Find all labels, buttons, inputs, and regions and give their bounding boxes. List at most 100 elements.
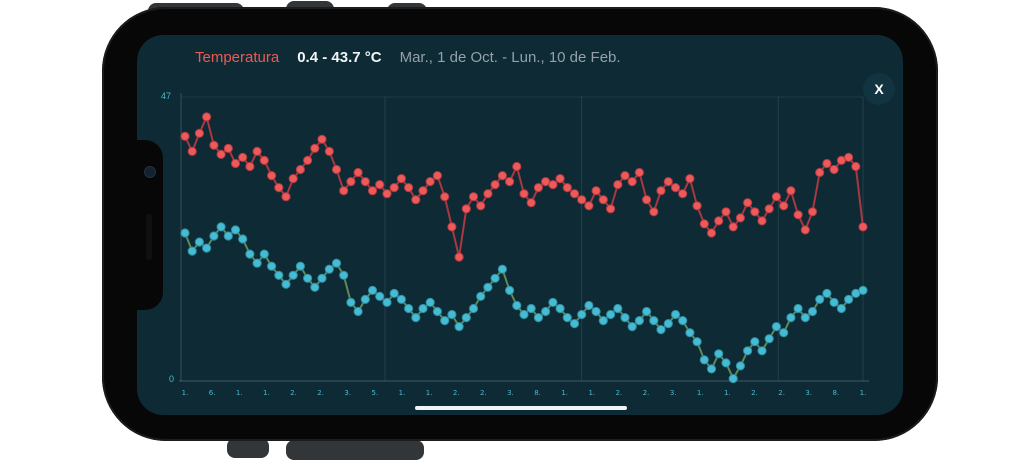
series-marker-0 <box>735 213 746 223</box>
series-marker-0 <box>274 183 284 193</box>
series-marker-1 <box>692 337 702 347</box>
series-marker-1 <box>526 303 536 314</box>
x-tick-label: 2. <box>751 389 758 397</box>
series-marker-0 <box>512 161 522 172</box>
x-tick-label: 5. <box>371 389 378 397</box>
series-marker-0 <box>425 177 435 187</box>
series-marker-0 <box>411 195 421 205</box>
camera-icon <box>144 166 156 178</box>
series-marker-0 <box>627 177 637 187</box>
series-marker-0 <box>490 180 500 190</box>
series-marker-1 <box>425 297 435 307</box>
series-marker-1 <box>468 303 479 314</box>
series-marker-1 <box>764 334 774 344</box>
series-marker-0 <box>389 183 399 193</box>
series-marker-0 <box>706 228 717 238</box>
series-marker-1 <box>815 294 825 304</box>
series-marker-0 <box>584 201 594 211</box>
x-tick-label: 1. <box>236 389 243 397</box>
series-marker-0 <box>339 186 349 196</box>
series-line-1 <box>184 225 864 380</box>
series-marker-1 <box>295 261 306 271</box>
bottom-button-small <box>227 438 269 458</box>
series-marker-1 <box>505 285 515 295</box>
x-tick-label: 8. <box>833 389 840 397</box>
series-marker-0 <box>461 204 471 214</box>
series-marker-1 <box>786 313 796 323</box>
series-marker-0 <box>353 167 363 178</box>
series-marker-1 <box>310 282 320 292</box>
series-marker-1 <box>367 285 378 295</box>
series-marker-0 <box>447 222 457 232</box>
series-marker-0 <box>721 207 731 217</box>
series-marker-1 <box>750 337 760 347</box>
chart-title: Temperatura <box>195 49 280 66</box>
series-marker-0 <box>209 140 219 150</box>
series-marker-1 <box>512 300 522 311</box>
series-marker-1 <box>288 270 298 280</box>
series-marker-0 <box>303 155 313 166</box>
series-marker-0 <box>591 186 601 196</box>
series-marker-1 <box>375 291 385 301</box>
series-marker-1 <box>209 231 219 241</box>
series-marker-1 <box>497 264 507 274</box>
x-tick-label: 1. <box>399 389 406 397</box>
series-marker-1 <box>519 309 529 320</box>
chart-area: 1. 6. 1. 1. 2. 2. 3. 5. 1. 1. 2. 2. 3. 8. 1. 1. 2. 2. 3. 1.… <box>179 91 871 407</box>
series-marker-0 <box>216 149 226 160</box>
series-marker-1 <box>606 309 616 320</box>
x-tick-label: 2. <box>290 389 297 397</box>
series-marker-1 <box>490 273 500 283</box>
series-marker-1 <box>807 306 818 317</box>
series-marker-1 <box>699 355 709 365</box>
series-marker-0 <box>771 192 782 202</box>
x-tick-label: 2. <box>453 389 460 397</box>
chart-header: Temperatura 0.4 - 43.7 °C Mar., 1 de Oct… <box>195 49 621 66</box>
series-marker-0 <box>418 186 428 196</box>
series-marker-1 <box>548 297 558 307</box>
x-tick-label: 1. <box>426 389 433 397</box>
series-marker-0 <box>533 183 543 193</box>
date-range: Mar., 1 de Oct. - Lun., 10 de Feb. <box>399 49 621 66</box>
series-marker-0 <box>678 189 688 199</box>
series-marker-0 <box>375 180 385 190</box>
series-marker-0 <box>743 198 753 208</box>
series-marker-0 <box>324 146 334 157</box>
series-marker-0 <box>238 152 248 163</box>
series-marker-1 <box>822 288 832 298</box>
series-marker-1 <box>317 273 327 283</box>
series-marker-0 <box>230 158 241 169</box>
series-marker-0 <box>642 195 652 205</box>
series-marker-0 <box>714 216 724 226</box>
series-marker-1 <box>187 246 197 256</box>
series-marker-1 <box>678 316 688 326</box>
series-marker-1 <box>324 264 334 274</box>
close-button[interactable]: X <box>863 73 895 105</box>
series-marker-0 <box>598 195 608 205</box>
x-tick-label: 3. <box>507 389 514 397</box>
series-marker-1 <box>216 222 226 232</box>
series-marker-1 <box>598 316 608 326</box>
series-marker-0 <box>829 164 839 175</box>
series-marker-0 <box>526 198 536 208</box>
series-marker-0 <box>252 146 262 157</box>
series-marker-0 <box>750 207 760 217</box>
series-marker-1 <box>194 237 204 247</box>
series-marker-1 <box>274 270 284 280</box>
series-marker-1 <box>476 291 486 301</box>
series-marker-1 <box>440 316 450 326</box>
series-marker-0 <box>807 207 818 217</box>
series-marker-1 <box>281 279 291 289</box>
series-marker-1 <box>533 313 543 323</box>
series-marker-0 <box>310 143 320 154</box>
series-marker-1 <box>346 297 356 307</box>
series-marker-0 <box>663 177 673 187</box>
speaker-icon <box>146 214 152 260</box>
series-marker-1 <box>562 313 572 323</box>
chart-scrollbar[interactable] <box>415 406 627 410</box>
series-marker-1 <box>331 258 342 268</box>
x-tick-label: 2. <box>643 389 650 397</box>
series-marker-0 <box>606 204 616 214</box>
series-marker-0 <box>505 177 515 187</box>
series-marker-0 <box>267 171 277 181</box>
